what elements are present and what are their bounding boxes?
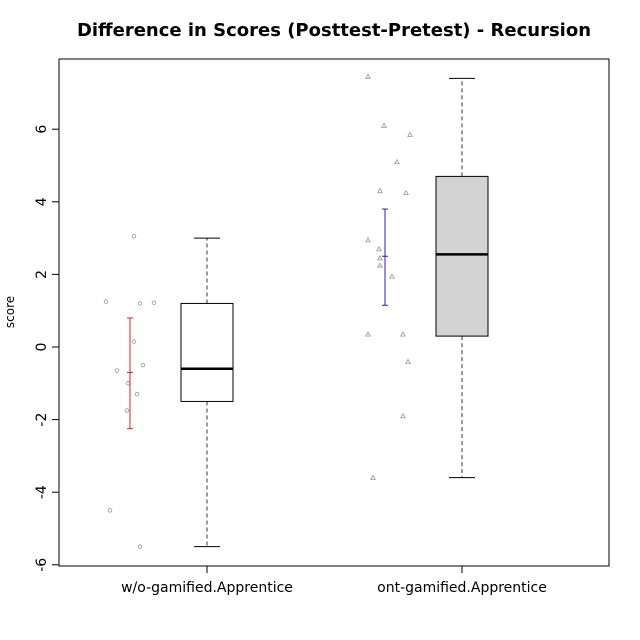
- data-point: [131, 339, 137, 344]
- data-point: [134, 391, 140, 397]
- y-tick-label: -2: [34, 413, 50, 427]
- y-tick-label: 6: [34, 125, 50, 134]
- data-point: [381, 122, 387, 128]
- plot-area: [58, 58, 610, 567]
- data-point: [377, 187, 383, 194]
- box-body: [435, 175, 489, 337]
- data-point: [131, 234, 137, 239]
- data-point: [151, 300, 157, 305]
- data-point: [405, 358, 411, 364]
- data-point: [389, 273, 395, 279]
- x-tick-label: ont-gamified.Apprentice: [377, 580, 547, 596]
- data-point: [107, 508, 113, 513]
- data-point: [140, 362, 146, 368]
- chart-marks: [103, 73, 489, 549]
- y-axis-label: score: [3, 296, 17, 328]
- data-point: [377, 262, 383, 268]
- y-tick-label: 2: [34, 270, 50, 279]
- data-point: [403, 189, 409, 195]
- y-tick-label: 0: [34, 343, 50, 352]
- box-body: [180, 302, 234, 402]
- data-point: [125, 381, 131, 386]
- data-point: [377, 254, 383, 261]
- y-tick-label: 4: [34, 197, 50, 206]
- y-axis: -6 -4 -2 0 2 4 6: [34, 125, 59, 572]
- data-point: [114, 368, 120, 373]
- box-2: [435, 77, 489, 479]
- data-point: [400, 412, 406, 419]
- data-point: [103, 299, 109, 304]
- points-2: [365, 73, 413, 480]
- data-point: [365, 73, 371, 79]
- y-tick-label: -4: [34, 485, 50, 499]
- error-bar-2: [382, 208, 388, 306]
- data-point: [365, 331, 371, 337]
- error-bar-1: [127, 317, 133, 430]
- data-point: [137, 301, 143, 306]
- box-1: [180, 237, 234, 548]
- data-point: [407, 131, 413, 137]
- data-point: [400, 331, 406, 337]
- x-axis: w/o-gamified.Apprentice ont-gamified.Appr…: [121, 566, 547, 596]
- data-point: [124, 408, 130, 413]
- x-tick-label: w/o-gamified.Apprentice: [121, 580, 293, 596]
- data-point: [370, 474, 376, 480]
- data-point: [376, 245, 382, 252]
- data-point: [137, 544, 143, 549]
- data-point: [394, 158, 400, 165]
- y-tick-label: -6: [34, 558, 50, 572]
- data-point: [365, 236, 371, 243]
- points-1: [103, 234, 157, 549]
- chart-title: Difference in Scores (Posttest-Pretest) …: [77, 20, 591, 41]
